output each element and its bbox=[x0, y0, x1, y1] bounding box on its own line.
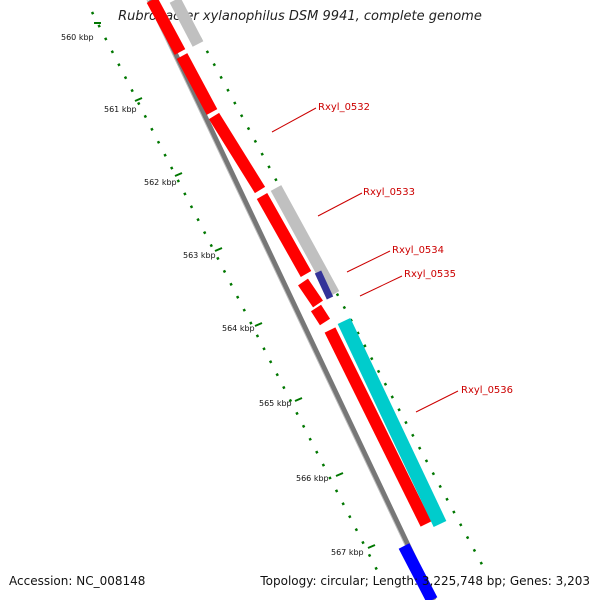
gene-label: Rxyl_0535 bbox=[404, 269, 456, 280]
gene-label: Rxyl_0533 bbox=[363, 187, 415, 198]
gene-red-0532 bbox=[176, 53, 218, 115]
gene-cyan-0536 bbox=[337, 318, 447, 527]
gene-red-0535 bbox=[310, 304, 331, 326]
ruler-major-ticks bbox=[94, 22, 376, 549]
gene-blue bbox=[398, 543, 438, 600]
accession-label: Accession: NC_008148 bbox=[9, 574, 146, 588]
gene-label: Rxyl_0536 bbox=[461, 385, 513, 396]
label-leader bbox=[359, 275, 403, 297]
gene-navy-0534 bbox=[314, 270, 334, 300]
tick-label: 564 kbp bbox=[222, 324, 255, 333]
gene-red-0532b bbox=[208, 112, 266, 194]
genome-summary: Topology: circular; Length: 3,225,748 bp… bbox=[260, 574, 590, 588]
ruler-line-left bbox=[90, 11, 380, 573]
tick-label: 562 kbp bbox=[144, 178, 177, 187]
gene-red-0533 bbox=[256, 193, 312, 277]
genome-backbone-highlight bbox=[146, 0, 432, 600]
gene-red-lower bbox=[324, 327, 432, 527]
tick-label: 565 kbp bbox=[259, 399, 292, 408]
label-leader bbox=[346, 250, 391, 273]
label-leader bbox=[317, 192, 363, 217]
map-title: Rubrobacter xylanophilus DSM 9941, compl… bbox=[118, 9, 482, 24]
label-leader bbox=[415, 390, 459, 413]
gene-red-top bbox=[146, 0, 186, 55]
ruler-line-right bbox=[198, 37, 488, 573]
tick-label: 567 kbp bbox=[331, 548, 364, 557]
tick-label: 563 kbp bbox=[183, 251, 216, 260]
tick-label: 566 kbp bbox=[296, 474, 329, 483]
gene-label: Rxyl_0534 bbox=[392, 245, 444, 256]
tick-label: 560 kbp bbox=[61, 33, 94, 42]
gene-red-0535a bbox=[298, 278, 323, 308]
tick-label: 561 kbp bbox=[104, 105, 137, 114]
label-leader bbox=[271, 107, 317, 133]
genome-backbone bbox=[147, 0, 437, 600]
gene-label: Rxyl_0532 bbox=[318, 102, 370, 113]
gene-grey-top bbox=[169, 0, 204, 47]
gene-grey-0533 bbox=[270, 185, 340, 297]
